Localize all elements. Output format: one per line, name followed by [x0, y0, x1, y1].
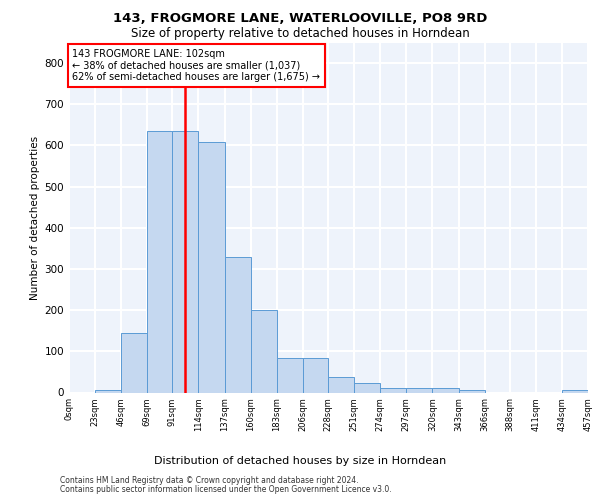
Bar [199, 142, 224, 393]
Bar [433, 388, 458, 392]
Bar [406, 388, 433, 392]
Bar [277, 358, 303, 392]
Bar [121, 333, 148, 392]
Text: 143, FROGMORE LANE, WATERLOOVILLE, PO8 9RD: 143, FROGMORE LANE, WATERLOOVILLE, PO8 9… [113, 12, 487, 26]
Text: 143 FROGMORE LANE: 102sqm
← 38% of detached houses are smaller (1,037)
62% of se: 143 FROGMORE LANE: 102sqm ← 38% of detac… [73, 48, 320, 82]
Text: Distribution of detached houses by size in Horndean: Distribution of detached houses by size … [154, 456, 446, 466]
Bar [251, 310, 277, 392]
Bar [95, 390, 121, 392]
Text: Contains public sector information licensed under the Open Government Licence v3: Contains public sector information licen… [60, 484, 392, 494]
Bar [224, 256, 251, 392]
Bar [172, 131, 199, 392]
Bar [328, 377, 354, 392]
Text: Size of property relative to detached houses in Horndean: Size of property relative to detached ho… [131, 28, 469, 40]
Bar [562, 390, 588, 392]
Bar [148, 131, 172, 392]
Y-axis label: Number of detached properties: Number of detached properties [31, 136, 40, 300]
Bar [458, 390, 485, 392]
Bar [303, 358, 328, 392]
Bar [354, 384, 380, 392]
Text: Contains HM Land Registry data © Crown copyright and database right 2024.: Contains HM Land Registry data © Crown c… [60, 476, 359, 485]
Bar [380, 388, 406, 392]
